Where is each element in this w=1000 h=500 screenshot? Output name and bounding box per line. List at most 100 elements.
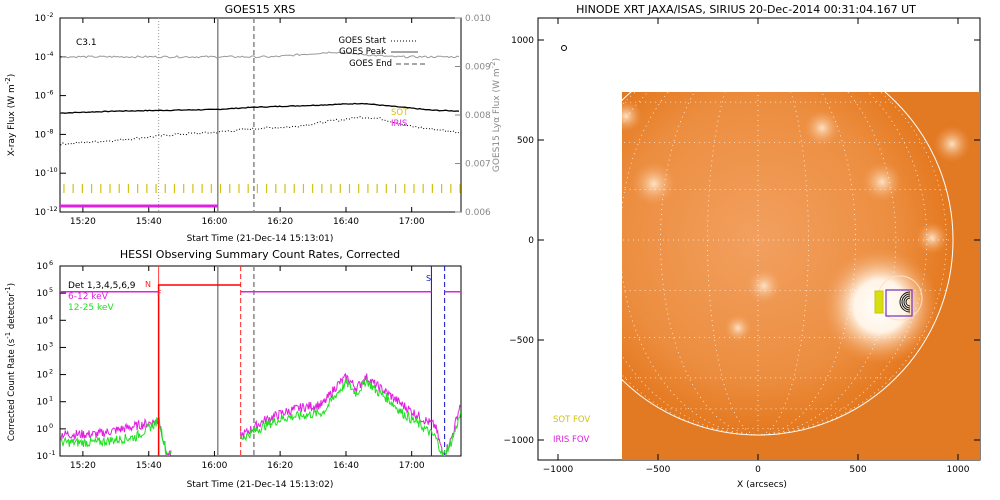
xrt-xtick-label: −500 [646,465,671,475]
xrt-y-axis: 1000 500 0 −500 −1000 [504,36,980,446]
hessi-legend: Det 1,3,4,5,6,9 6-12 keV 12-25 keV N F S [68,274,431,313]
goes-iris-label: IRIS [391,119,407,129]
goes-legend: GOES Start GOES Peak GOES End SOT IRIS [338,36,428,129]
hessi-legend-det: Det 1,3,4,5,6,9 [68,281,136,291]
hessi-ytick-label: 10 [37,343,49,353]
xrt-iris-label: IRIS FOV [553,435,589,445]
xrt-xtick-label: 0 [755,465,761,475]
hessi-xtick-label: 16:20 [267,461,293,471]
xrt-title: HINODE XRT JAXA/ISAS, SIRIUS 20-Dec-2014… [576,3,916,16]
goes-flare-class: C3.1 [76,38,97,48]
xrt-image [622,92,980,460]
xrt-contour-loop [905,297,911,307]
hessi-12-25-series [60,378,461,456]
goes-y2label: GOES15 Lyα Flux (W m-2) [489,58,502,172]
xrt-bright-blob [724,314,752,342]
hessi-xtick-label: 16:40 [333,461,359,471]
xrt-panel: HINODE XRT JAXA/ISAS, SIRIUS 20-Dec-2014… [504,3,981,490]
goes-long-series [60,102,460,114]
xrt-contour-loop [903,295,911,309]
hessi-ytick-label: 10 [37,452,49,462]
hessi-xtick-label: 17:00 [399,461,425,471]
goes-sot-coverage [63,184,461,193]
hessi-ytick-exponent: 0 [49,422,53,430]
goes-ytick-label: 10 [35,53,47,63]
xrt-contour-loop [901,293,911,311]
goes-ytick-exponent: -4 [47,50,53,58]
hessi-attenuator-series [157,284,241,456]
goes-sot-label: SOT [391,108,409,118]
xrt-bright-blob [746,268,782,304]
xrt-grid-meridian [757,92,809,436]
hessi-panel: HESSI Observing Summary Count Rates, Cor… [4,248,462,490]
hessi-ytick-exponent: 3 [49,340,53,348]
goes-x-axis: 15:20 15:40 16:00 16:20 16:40 17:00 [70,18,425,227]
xrt-ytick-label: −1000 [504,436,535,446]
xrt-ytick-label: 500 [517,136,534,146]
xrt-sot-label: SOT FOV [553,415,590,425]
hessi-xtick-label: 16:00 [201,461,227,471]
hessi-ytick-label: 10 [37,398,49,408]
hessi-flag-s: S [426,274,431,283]
hessi-x-axis: 15:20 15:40 16:00 16:20 16:40 17:00 [70,266,425,471]
xrt-bright-features [622,100,970,342]
xrt-grid-meridian [757,92,947,436]
xrt-grid-meridian [707,92,759,436]
goes-xlabel: Start Time (21-Dec-14 15:13:01) [187,234,334,244]
xrt-small-circle-icon [561,45,567,51]
hessi-title: HESSI Observing Summary Count Rates, Cor… [120,248,400,261]
goes-legend-end-label: GOES End [349,59,392,69]
xrt-bright-blob [632,162,676,206]
goes-xtick-label: 17:00 [399,217,425,227]
hessi-ytick-exponent: 1 [49,395,53,403]
goes-xtick-label: 15:40 [136,217,162,227]
hessi-flag-f: F [157,289,162,298]
goes-y2tick-label: 0.006 [465,208,491,218]
goes-y2tick-label: 0.009 [465,63,491,73]
goes-ytick-label: 10 [35,208,47,218]
xrt-xtick-label: 500 [849,465,866,475]
xrt-ytick-label: −500 [509,336,534,346]
xrt-bright-blob [804,110,840,146]
xrt-contour-loop [899,291,911,313]
xrt-bright-blob [916,222,948,254]
goes-y2-axis: 0.006 0.007 0.008 0.009 0.010 [455,14,491,218]
goes-xtick-label: 16:00 [201,217,227,227]
hessi-legend-12-25: 12-25 keV [68,303,114,313]
xrt-bright-blob [934,126,970,162]
goes-y2tick-label: 0.010 [465,14,491,24]
goes-ytick-exponent: -8 [47,127,53,135]
goes-legend-peak-label: GOES Peak [339,47,386,57]
goes-panel: GOES15 XRS C3.1 15:20 15:40 16:00 16:20 16:4… [4,3,502,244]
hessi-ytick-exponent: 5 [49,286,53,294]
xrt-x-axis: −1000 −500 0 500 1000 [543,18,970,475]
goes-lya-series [60,51,460,59]
goes-title: GOES15 XRS [225,3,296,16]
hessi-ytick-exponent: 4 [49,313,53,321]
xrt-ytick-label: 1000 [511,36,534,46]
goes-ylabel: X-ray Flux (W m-2) [4,74,17,156]
hessi-ytick-label: 10 [37,289,49,299]
goes-legend-start-label: GOES Start [338,36,386,46]
hessi-ytick-exponent: 6 [49,259,53,267]
hessi-xtick-label: 15:40 [136,461,162,471]
hessi-xtick-label: 15:20 [70,461,96,471]
hessi-6-12-series [60,372,461,456]
goes-xtick-label: 16:40 [333,217,359,227]
xrt-xlabel: X (arcsecs) [737,480,787,490]
xrt-sot-fov-box [874,290,884,314]
goes-ytick-exponent: -12 [47,205,58,213]
hessi-ytick-label: 10 [37,316,49,326]
goes-ytick-label: 10 [35,14,47,24]
xrt-xtick-label: 1000 [947,465,970,475]
goes-ytick-exponent: -2 [47,11,53,19]
goes-ytick-label: 10 [35,169,47,179]
goes-xtick-label: 15:20 [70,217,96,227]
hessi-xlabel: Start Time (21-Dec-14 15:13:02) [187,480,334,490]
hessi-ytick-exponent: 2 [49,368,53,376]
xrt-coordinate-grid [622,92,953,436]
hessi-flag-n: N [145,280,151,289]
